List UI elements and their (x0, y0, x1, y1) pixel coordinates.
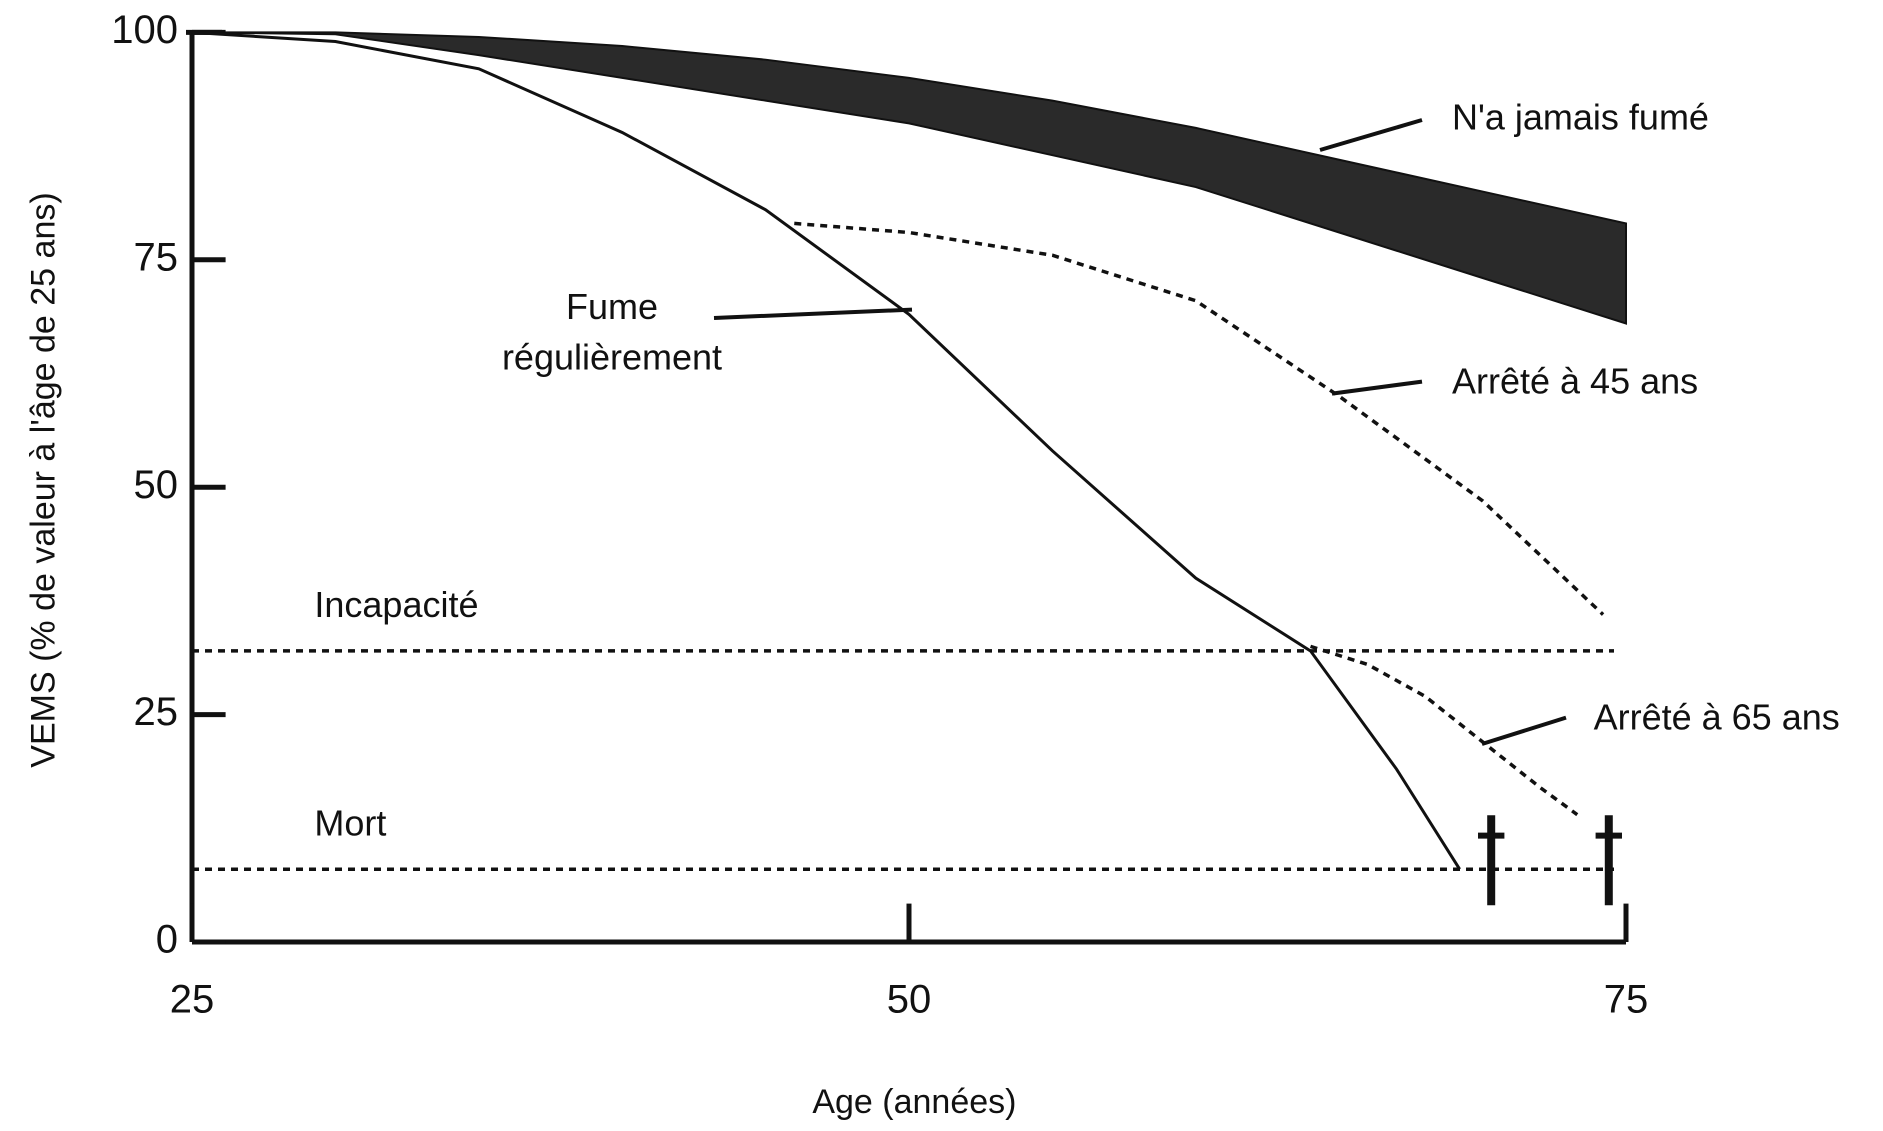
y-tick-label: 50 (134, 463, 179, 507)
never-smoked-band (191, 31, 1627, 325)
leader-line (713, 307, 913, 320)
annotation: Fume (566, 286, 658, 327)
series-line (794, 221, 1605, 616)
x-tick-label: 25 (170, 978, 215, 1022)
death-marker (1595, 815, 1622, 906)
annotation: Arrêté à 45 ans (1452, 361, 1698, 402)
annotation: Arrêté à 65 ans (1594, 697, 1840, 738)
x-tick-label: 50 (887, 978, 932, 1022)
y-axis-label: VEMS (% de valeur à l'âge de 25 ans) (25, 192, 63, 767)
leader-line (1331, 379, 1423, 396)
annotation: N'a jamais fumé (1452, 97, 1709, 138)
y-tick-label: 0 (156, 918, 178, 962)
y-tick-label: 100 (111, 8, 178, 52)
x-axis-label: Age (années) (812, 1083, 1016, 1121)
y-tick-label: 75 (134, 235, 179, 279)
death-marker (1478, 815, 1505, 906)
annotation: régulièrement (502, 337, 722, 378)
reference-label: Incapacité (314, 584, 478, 625)
reference-label: Mort (314, 803, 386, 844)
leader-line (1319, 118, 1423, 152)
series-line (191, 30, 1461, 871)
series-line (1309, 644, 1579, 817)
x-tick-label: 75 (1604, 978, 1649, 1022)
leader-line (1481, 715, 1567, 746)
y-tick-label: 25 (134, 690, 179, 734)
